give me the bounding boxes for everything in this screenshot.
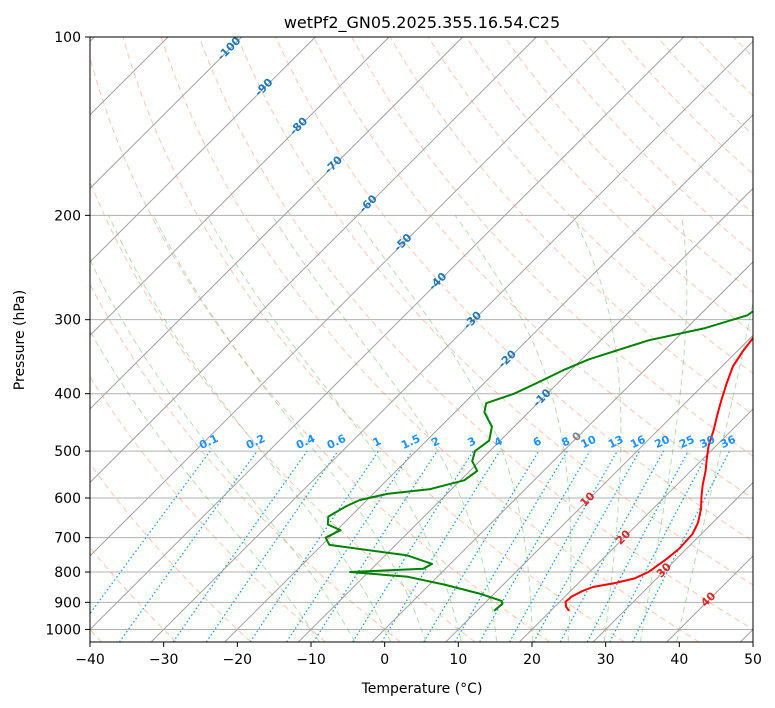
moist-adiabat-line bbox=[571, 215, 622, 642]
plot-background bbox=[90, 37, 753, 642]
dry-adiabat-line bbox=[313, 37, 753, 500]
moist-adiabat-line bbox=[454, 215, 572, 642]
mixing-ratio-label: 20 bbox=[652, 433, 672, 451]
isotherm-line bbox=[90, 37, 537, 484]
plot-frame bbox=[89, 36, 754, 643]
mixing-ratio-line bbox=[249, 450, 379, 642]
mixing-ratio-label: 16 bbox=[628, 433, 648, 451]
moist-adiabat-line bbox=[90, 258, 356, 642]
isotherm-line bbox=[519, 408, 753, 642]
y-tick-label: 500 bbox=[54, 444, 81, 460]
moist-adiabat-line bbox=[353, 215, 533, 642]
isotherm-line bbox=[90, 37, 316, 263]
mixing-ratio-label: 10 bbox=[579, 433, 599, 451]
dry-adiabat-line bbox=[90, 375, 326, 642]
isotherm-line bbox=[592, 481, 753, 642]
mixing-ratio-line bbox=[172, 450, 308, 642]
grid-layer bbox=[90, 37, 775, 642]
isotherm-line bbox=[150, 40, 753, 642]
y-tick-label: 600 bbox=[54, 491, 81, 507]
y-tick-label: 300 bbox=[54, 313, 81, 329]
isotherm-line bbox=[90, 37, 464, 410]
isotherm-line bbox=[371, 261, 753, 642]
dry-adiabat-line bbox=[90, 462, 252, 642]
isotherm-line bbox=[90, 37, 611, 557]
dry-adiabat-line bbox=[122, 37, 625, 642]
isotherm-line bbox=[224, 114, 753, 642]
moist-adiabat-line bbox=[206, 215, 462, 642]
temperature-profile-line bbox=[564, 336, 753, 612]
axis-ticks: −40 −30 −20 −10 0 10 20 30 40 50 100 200 300 400 500 60… bbox=[45, 30, 762, 668]
dry-adiabat-line bbox=[772, 37, 775, 642]
y-tick-label: 100 bbox=[54, 30, 81, 46]
x-tick-label: −10 bbox=[296, 652, 326, 668]
mixing-ratio-line bbox=[205, 450, 339, 642]
mixing-ratio-line bbox=[119, 450, 258, 642]
x-tick-label: 30 bbox=[597, 652, 615, 668]
x-tick-label: 0 bbox=[380, 652, 389, 668]
isotherm-line bbox=[298, 187, 753, 642]
mixing-ratio-line bbox=[352, 450, 474, 642]
dry-adiabat-line bbox=[236, 37, 753, 586]
y-tick-label: 200 bbox=[54, 208, 81, 224]
mixing-ratio-label: 13 bbox=[606, 433, 625, 451]
mixing-ratio-line bbox=[632, 450, 731, 642]
y-tick-label: 400 bbox=[54, 387, 81, 403]
isotherm-line bbox=[445, 334, 753, 642]
mixing-ratio-line bbox=[312, 450, 438, 642]
y-tick-label: 1000 bbox=[45, 622, 81, 638]
isotherm-line bbox=[90, 37, 243, 190]
x-tick-label: 40 bbox=[670, 652, 688, 668]
series-layer bbox=[324, 310, 753, 612]
x-tick-label: −20 bbox=[223, 652, 253, 668]
mixing-ratio-label: 36 bbox=[718, 433, 738, 451]
mixing-ratio-label: 30 bbox=[698, 433, 718, 451]
y-tick-label: 900 bbox=[54, 595, 81, 611]
x-tick-label: 20 bbox=[523, 652, 541, 668]
isotherm-line bbox=[90, 37, 390, 337]
moist-adiabat-line bbox=[90, 329, 320, 642]
mixing-ratio-line bbox=[533, 450, 640, 642]
mixing-ratio-line bbox=[381, 450, 501, 642]
x-tick-label: −40 bbox=[75, 652, 105, 668]
moist-adiabat-line bbox=[108, 215, 391, 642]
dry-adiabat-line bbox=[90, 55, 550, 642]
x-axis-title: Temperature (°C) bbox=[361, 681, 483, 697]
y-tick-label: 700 bbox=[54, 531, 81, 547]
dewpoint-profile-line bbox=[324, 310, 753, 612]
mixing-ratio-label: 25 bbox=[677, 433, 696, 451]
mixing-ratio-line bbox=[90, 450, 211, 615]
chart-title: wetPf2_GN05.2025.355.16.54.C25 bbox=[284, 13, 560, 33]
moist-adiabat-line bbox=[271, 215, 498, 642]
dry-adiabat-line bbox=[275, 37, 753, 542]
moist-adiabat-line bbox=[153, 215, 427, 642]
x-tick-label: 50 bbox=[744, 652, 762, 668]
dry-adiabat-line bbox=[198, 37, 753, 630]
x-tick-label: 10 bbox=[449, 652, 467, 668]
isotherm-line bbox=[90, 37, 685, 631]
y-axis-title: Pressure (hPa) bbox=[12, 290, 28, 390]
y-tick-label: 800 bbox=[54, 565, 81, 581]
x-tick-label: −30 bbox=[149, 652, 179, 668]
mixing-ratio-line bbox=[559, 450, 665, 642]
moist-adiabat-line bbox=[639, 215, 688, 642]
dry-adiabat-line bbox=[503, 37, 753, 294]
dry-adiabat-line bbox=[160, 37, 700, 642]
mixing-ratio-line bbox=[508, 450, 618, 642]
